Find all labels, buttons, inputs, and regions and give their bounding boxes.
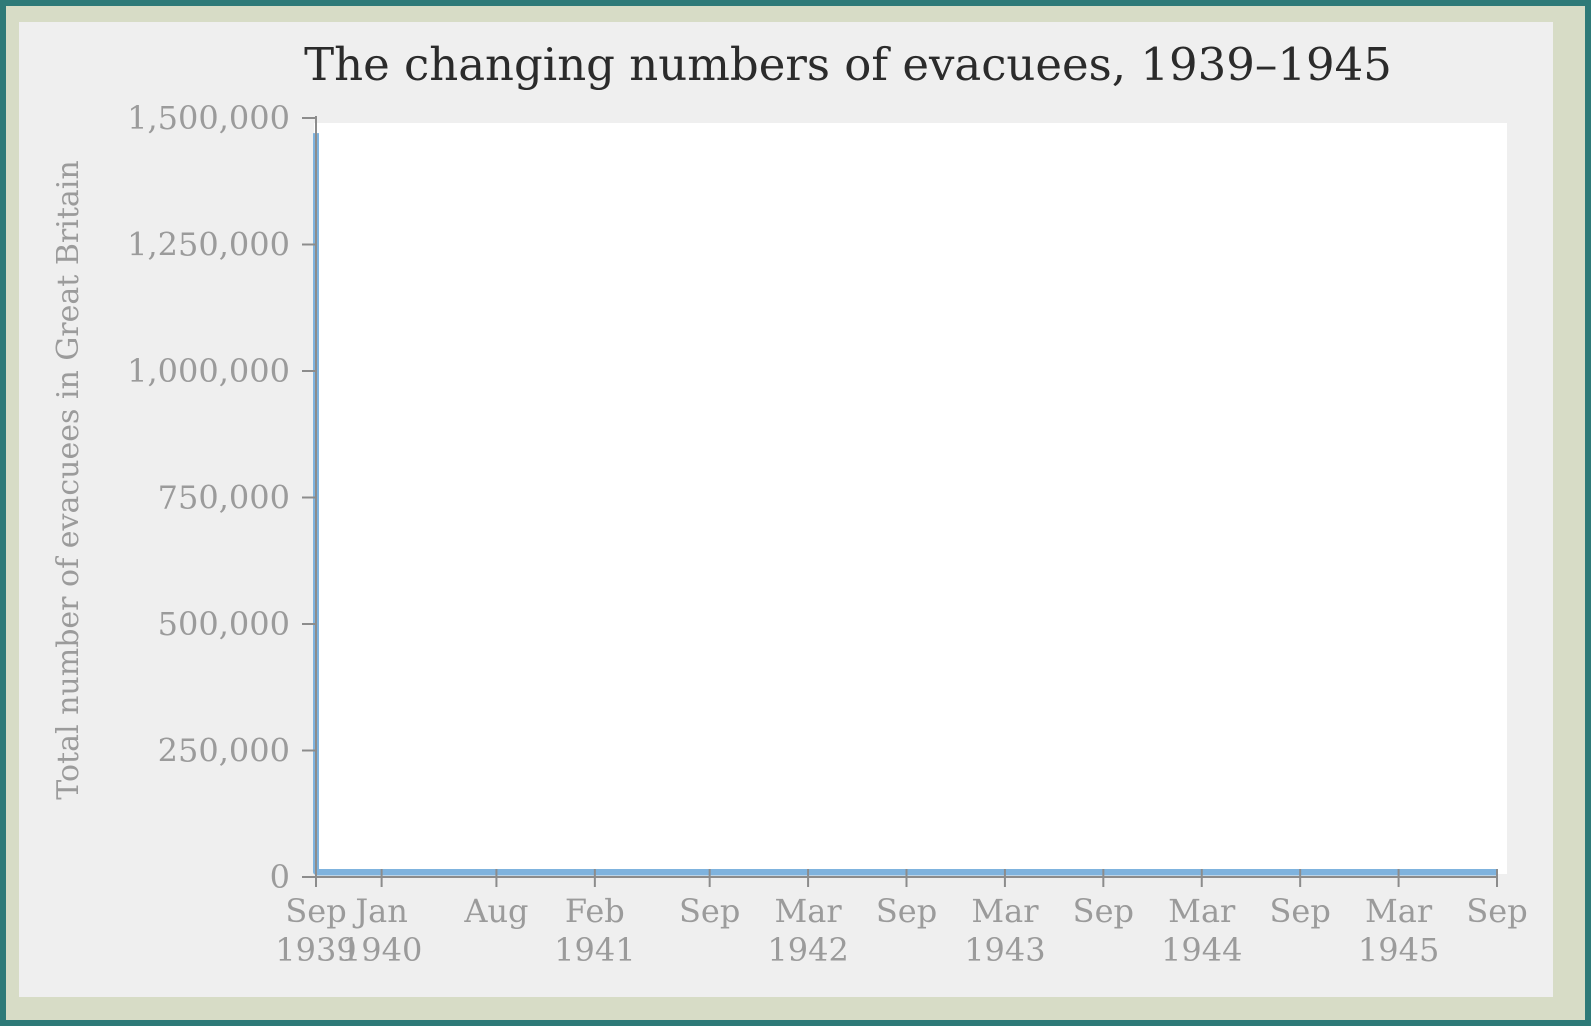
- y-tick-label: 500,000: [158, 605, 290, 643]
- chart-title: The changing numbers of evacuees, 1939–1…: [304, 38, 1392, 91]
- y-tick-label: 0: [270, 858, 290, 896]
- y-tick-label: 250,000: [158, 732, 290, 770]
- x-tick-month-label: Sep: [1466, 892, 1527, 930]
- y-tick-label: 1,250,000: [127, 226, 290, 264]
- x-tick-month-label: Mar: [1365, 892, 1433, 930]
- y-axis-label: Total number of evacuees in Great Britai…: [51, 160, 86, 799]
- plot-area: [314, 123, 1507, 874]
- x-tick-month-label: Sep: [1269, 892, 1330, 930]
- y-tick-label: 1,500,000: [127, 99, 290, 137]
- x-tick-year-label: 1940: [341, 931, 422, 969]
- x-tick-year-label: 1945: [1358, 931, 1439, 969]
- x-tick-year-label: 1943: [964, 931, 1045, 969]
- x-tick-year-label: 1939: [275, 931, 356, 969]
- y-tick-label: 750,000: [158, 479, 290, 517]
- x-tick-month-label: Sep: [285, 892, 346, 930]
- x-tick-month-label: Sep: [1073, 892, 1134, 930]
- x-tick-year-label: 1941: [554, 931, 635, 969]
- x-tick-month-label: Feb: [565, 892, 625, 930]
- x-tick-month-label: Mar: [971, 892, 1039, 930]
- x-tick-year-label: 1944: [1161, 931, 1242, 969]
- x-tick-month-label: Mar: [775, 892, 843, 930]
- y-tick-label: 1,000,000: [127, 352, 290, 390]
- x-tick-year-label: 1942: [767, 931, 848, 969]
- x-tick-month-label: Mar: [1168, 892, 1236, 930]
- x-tick-month-label: Aug: [463, 892, 528, 930]
- x-tick-month-label: Sep: [876, 892, 937, 930]
- x-tick-month-label: Jan: [352, 892, 408, 930]
- x-tick-month-label: Sep: [679, 892, 740, 930]
